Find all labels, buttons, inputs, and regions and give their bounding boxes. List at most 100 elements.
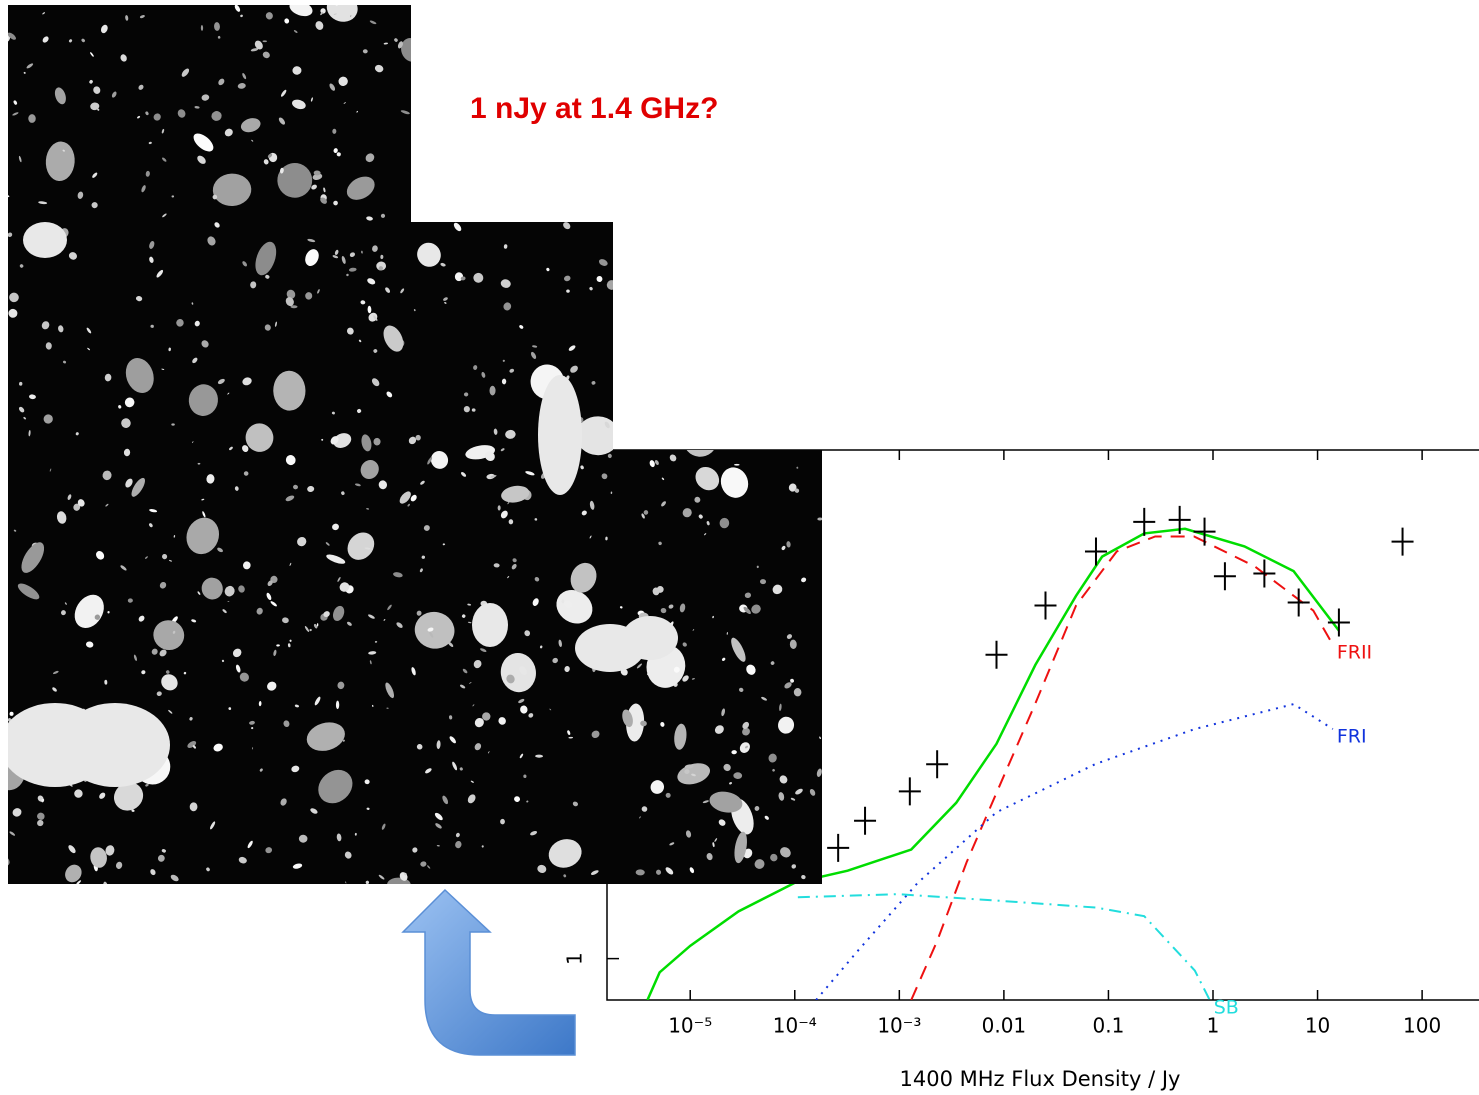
x-tick-label: 10⁻⁴: [773, 1014, 817, 1038]
galaxy: [632, 269, 635, 271]
galaxy: [623, 360, 634, 369]
data-point: [854, 807, 876, 835]
x-tick-label: 100: [1403, 1014, 1441, 1038]
galaxy: [774, 129, 778, 131]
galaxy: [717, 353, 726, 361]
galaxy: [768, 0, 779, 9]
galaxy: [762, 0, 767, 3]
galaxy: [640, 242, 646, 247]
slide: 1400 MHz Flux Density / Jy 10⁻⁵10⁻⁴10⁻³0…: [0, 0, 1479, 1095]
galaxy: [636, 72, 641, 76]
galaxy: [0, 544, 6, 554]
galaxy: [765, 326, 769, 331]
galaxy: [744, 143, 748, 148]
galaxy: [715, 232, 759, 277]
galaxy: [743, 152, 746, 161]
galaxy: [644, 376, 665, 393]
galaxy: [579, 159, 585, 166]
galaxy: [817, 132, 825, 137]
slide-title: 1 nJy at 1.4 GHz?: [470, 92, 718, 125]
galaxy: [734, 38, 739, 41]
galaxy: [546, 58, 574, 91]
galaxy: [696, 887, 700, 891]
galaxy: [541, 187, 544, 189]
galaxy: [647, 411, 651, 417]
galaxy: [733, 339, 742, 345]
galaxy: [458, 59, 469, 70]
galaxy: [770, 38, 774, 44]
galaxy: [631, 364, 643, 375]
galaxy: [771, 228, 807, 259]
series-label: FRI: [1337, 726, 1367, 748]
galaxy: [769, 252, 775, 258]
galaxy: [621, 301, 625, 302]
galaxy: [776, 69, 782, 77]
galaxy: [797, 213, 800, 216]
galaxy: [778, 249, 785, 257]
galaxy: [1, 749, 6, 753]
galaxy: [562, 2, 566, 8]
data-point: [899, 777, 921, 805]
galaxy: [5, 832, 8, 835]
galaxy: [672, 337, 677, 342]
galaxy: [411, 213, 418, 222]
arrow: [403, 890, 575, 1055]
galaxy: [336, 701, 339, 709]
galaxy: [810, 84, 817, 94]
data-point: [1034, 592, 1056, 620]
galaxy: [694, 72, 702, 80]
galaxy: [741, 223, 750, 231]
x-tick-label: 0.01: [982, 1014, 1027, 1038]
galaxy: [688, 374, 694, 380]
galaxy: [758, 0, 787, 20]
galaxy: [820, 373, 829, 380]
galaxy: [790, 84, 798, 91]
galaxy: [472, 603, 508, 647]
galaxy: [487, 149, 490, 152]
galaxy: [770, 331, 776, 337]
galaxy: [775, 225, 788, 237]
galaxy: [714, 167, 721, 172]
galaxy: [538, 196, 546, 203]
galaxy: [785, 412, 805, 441]
galaxy: [656, 155, 664, 163]
galaxy: [716, 322, 728, 334]
galaxy: [0, 456, 4, 461]
galaxy: [435, 11, 444, 20]
galaxy: [724, 120, 735, 132]
galaxy: [681, 131, 697, 148]
galaxy: [28, 114, 36, 123]
galaxy: [489, 386, 495, 396]
galaxy: [0, 434, 3, 442]
galaxy: [538, 375, 582, 495]
galaxy: [742, 434, 746, 438]
galaxy: [0, 817, 3, 822]
galaxy: [767, 130, 775, 140]
galaxy: [644, 50, 655, 62]
galaxy: [797, 26, 800, 32]
galaxy: [762, 249, 772, 259]
galaxy: [551, 131, 561, 141]
galaxy: [818, 407, 822, 411]
galaxy: [280, 885, 284, 888]
galaxy: [592, 138, 598, 142]
galaxy: [622, 616, 678, 660]
galaxy: [550, 154, 555, 159]
series-label: FRII: [1337, 641, 1372, 663]
galaxy: [823, 505, 825, 508]
x-tick-label: 10⁻⁵: [668, 1014, 712, 1038]
galaxy: [786, 116, 790, 122]
galaxy: [439, 139, 442, 142]
galaxy: [810, 425, 812, 428]
galaxy: [446, 112, 452, 117]
galaxy: [738, 271, 742, 278]
galaxy: [171, 423, 175, 425]
x-tick-label: 10: [1305, 1014, 1330, 1038]
galaxy: [783, 169, 787, 173]
galaxy: [734, 464, 739, 466]
galaxy: [772, 0, 781, 7]
galaxy: [752, 245, 754, 248]
galaxy: [696, 243, 699, 246]
galaxy: [534, 18, 543, 27]
galaxy: [757, 334, 765, 338]
